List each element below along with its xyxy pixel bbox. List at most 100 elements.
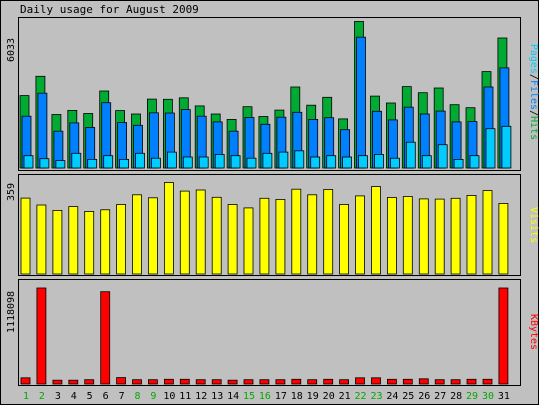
legend-separator: / — [528, 74, 539, 80]
x-tick-label: 5 — [87, 391, 93, 402]
legend-visits: Visits — [528, 207, 539, 243]
visits-bar — [482, 190, 493, 275]
visits-bar — [339, 204, 350, 275]
pages-bar — [294, 150, 305, 169]
pages-bar — [135, 152, 145, 169]
x-tick-label: 19 — [307, 391, 319, 402]
pages-bar — [485, 128, 496, 169]
x-tick-label: 29 — [466, 391, 478, 402]
visits-bar — [323, 189, 334, 275]
pages-bar — [150, 157, 161, 169]
x-tick-label: 8 — [134, 391, 140, 402]
visits-bar — [466, 194, 477, 275]
visits-ymax-label: 359 — [6, 183, 17, 201]
pages-bar — [230, 155, 241, 169]
visits-bar — [355, 195, 365, 275]
pages-bar — [214, 154, 225, 169]
visits-bar — [450, 197, 461, 275]
kbytes-bar — [259, 379, 270, 385]
visits-bar — [52, 209, 63, 275]
x-tick-label: 22 — [354, 391, 366, 402]
kbytes-bar — [36, 287, 47, 385]
x-tick-label: 15 — [243, 391, 255, 402]
legend-separator: / — [528, 110, 539, 116]
pages-bar — [71, 152, 82, 169]
kbytes-bar — [163, 378, 174, 385]
hits-ymax-label: 6033 — [6, 38, 17, 62]
x-tick-label: 12 — [195, 391, 207, 402]
pages-bar — [119, 158, 129, 169]
x-tick-label: 10 — [163, 391, 175, 402]
pages-bar — [469, 155, 480, 169]
visits-bar — [259, 197, 270, 275]
pages-bar — [310, 156, 321, 169]
pages-bar — [389, 157, 400, 169]
x-tick-label: 18 — [291, 391, 303, 402]
x-tick-label: 13 — [211, 391, 223, 402]
visits-bar — [275, 198, 286, 275]
kbytes-bar — [466, 378, 477, 385]
x-tick-label: 2 — [39, 391, 45, 402]
pages-bar — [278, 151, 289, 169]
visits-bar — [163, 182, 174, 275]
pages-bar — [246, 157, 257, 169]
files-bar — [37, 92, 48, 169]
kbytes-bar — [243, 379, 254, 385]
pages-bar — [453, 158, 464, 169]
pages-bar — [358, 155, 368, 169]
kbytes-panel-frame — [18, 279, 521, 386]
pages-bar — [23, 155, 34, 169]
x-tick-label: 20 — [323, 391, 335, 402]
kbytes-bar — [371, 377, 381, 385]
visits-bar — [68, 206, 79, 275]
pages-bar — [326, 155, 337, 169]
kbytes-bar — [100, 291, 111, 385]
visits-bar — [291, 188, 302, 275]
hits-panel-legend: Pages/Files/Hits — [528, 44, 539, 140]
pages-bar — [437, 144, 448, 169]
kbytes-bar — [211, 379, 222, 385]
kbytes-bar — [227, 379, 238, 385]
visits-bar — [195, 189, 206, 275]
kbytes-bar — [418, 378, 429, 385]
x-tick-label: 14 — [227, 391, 239, 402]
visits-bar — [307, 194, 318, 275]
visits-bar — [36, 204, 47, 275]
pages-bar — [501, 125, 512, 169]
kbytes-bar — [386, 378, 397, 385]
pages-bar — [182, 156, 193, 169]
x-tick-label: 30 — [482, 391, 494, 402]
visits-bar — [211, 196, 222, 275]
kbytes-bar — [339, 379, 350, 385]
pages-bar — [421, 155, 432, 169]
x-tick-label: 3 — [55, 391, 61, 402]
visits-bar — [116, 204, 126, 275]
x-tick-label: 25 — [402, 391, 414, 402]
visits-bar — [100, 209, 111, 275]
x-tick-label: 24 — [386, 391, 398, 402]
legend-kbytes: KBytes — [528, 314, 539, 350]
kbytes-bar — [450, 379, 461, 385]
kbytes-bar — [20, 377, 31, 385]
visits-bar — [371, 186, 381, 275]
x-tick-label: 31 — [498, 391, 510, 402]
x-axis-labels: 1 2 3 4 5 6 7 8 9 10 11 12 13 14 15 16 17 18 19 20 21 22 23 24 2… — [23, 391, 510, 402]
pages-bar — [55, 160, 66, 169]
pages-bar — [166, 151, 177, 169]
kbytes-bar — [68, 379, 79, 385]
visits-bar — [132, 194, 142, 275]
visits-bar — [386, 197, 397, 275]
visits-bar — [434, 198, 445, 275]
visits-bar — [179, 190, 190, 275]
kbytes-bar — [498, 287, 509, 385]
x-tick-label: 23 — [370, 391, 382, 402]
visits-bar — [147, 197, 158, 275]
x-tick-label: 21 — [339, 391, 351, 402]
x-tick-label: 4 — [71, 391, 77, 402]
kbytes-bar — [291, 378, 302, 385]
visits-bar — [84, 210, 95, 275]
kbytes-bar — [132, 379, 142, 385]
pages-bar — [342, 156, 353, 169]
legend-files: Files — [528, 80, 539, 110]
